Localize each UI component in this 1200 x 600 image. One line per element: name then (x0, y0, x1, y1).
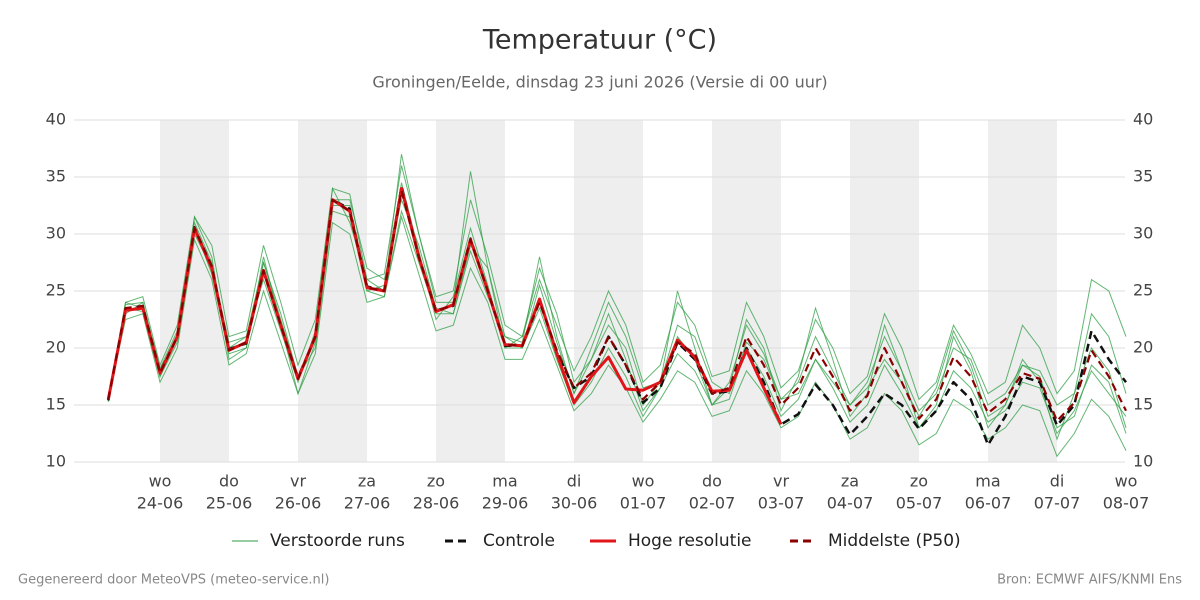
x-tick-date: 05-07 (896, 494, 943, 513)
x-tick-date: 28-06 (413, 494, 460, 513)
x-tick-weekday: zo (427, 472, 445, 491)
y2-tick-label: 20 (1133, 338, 1153, 357)
x-tick-date: 26-06 (275, 494, 322, 513)
y2-tick-label: 15 (1133, 395, 1153, 414)
y-tick-label: 10 (46, 452, 66, 471)
legend-label: Middelste (P50) (828, 531, 961, 551)
y-tick-label: 25 (46, 281, 66, 300)
x-tick-date: 01-07 (620, 494, 667, 513)
x-tick-date: 08-07 (1103, 494, 1150, 513)
y-tick-label: 35 (46, 167, 66, 186)
x-tick-weekday: zo (910, 472, 928, 491)
x-tick-weekday: vr (290, 472, 306, 491)
x-tick-date: 04-07 (827, 494, 874, 513)
legend-label: Verstoorde runs (270, 531, 405, 551)
x-tick-weekday: vr (773, 472, 789, 491)
x-tick-weekday: di (1050, 472, 1065, 491)
y2-tick-label: 40 (1133, 110, 1153, 129)
plot-lines (106, 154, 1127, 458)
series-line (107, 184, 1127, 447)
ensemble-line (107, 214, 1127, 458)
y2-tick-label: 35 (1133, 167, 1153, 186)
x-tick-weekday: wo (1115, 472, 1138, 491)
y-tick-label: 15 (46, 395, 66, 414)
x-tick-weekday: do (702, 472, 722, 491)
x-tick-date: 24-06 (137, 494, 184, 513)
y-tick-label: 30 (46, 224, 66, 243)
x-tick-date: 07-07 (1034, 494, 1081, 513)
footer-left: Gegenereerd door MeteoVPS (meteo-service… (18, 573, 329, 588)
y2-tick-label: 25 (1133, 281, 1153, 300)
legend-label: Controle (483, 531, 555, 551)
x-tick-weekday: za (358, 472, 376, 491)
ensemble-line (107, 209, 1127, 435)
chart-subtitle: Groningen/Eelde, dinsdag 23 juni 2026 (V… (372, 73, 827, 92)
x-tick-date: 03-07 (758, 494, 805, 513)
x-tick-weekday: za (841, 472, 859, 491)
x-tick-date: 30-06 (551, 494, 598, 513)
x-tick-date: 02-07 (689, 494, 736, 513)
ensemble-line (107, 165, 1127, 402)
series-line (107, 189, 1127, 423)
y-tick-label: 20 (46, 338, 66, 357)
footer-right: Bron: ECMWF AIFS/KNMI Ens (997, 573, 1182, 588)
legend-label: Hoge resolutie (628, 531, 752, 551)
x-tick-weekday: ma (975, 472, 1000, 491)
x-tick-date: 25-06 (206, 494, 253, 513)
x-tick-weekday: do (219, 472, 239, 491)
x-tick-date: 06-07 (965, 494, 1012, 513)
x-tick-weekday: di (567, 472, 582, 491)
chart-title: Temperatuur (°C) (482, 25, 717, 56)
y2-tick-label: 30 (1133, 224, 1153, 243)
y2-tick-label: 10 (1133, 452, 1153, 471)
ensemble-line (107, 182, 1127, 434)
x-tick-date: 27-06 (344, 494, 391, 513)
x-tick-weekday: ma (492, 472, 517, 491)
x-tick-date: 29-06 (482, 494, 529, 513)
y-tick-label: 40 (46, 110, 66, 129)
x-tick-weekday: wo (632, 472, 655, 491)
ensemble-line (107, 154, 1127, 441)
x-tick-weekday: wo (149, 472, 172, 491)
